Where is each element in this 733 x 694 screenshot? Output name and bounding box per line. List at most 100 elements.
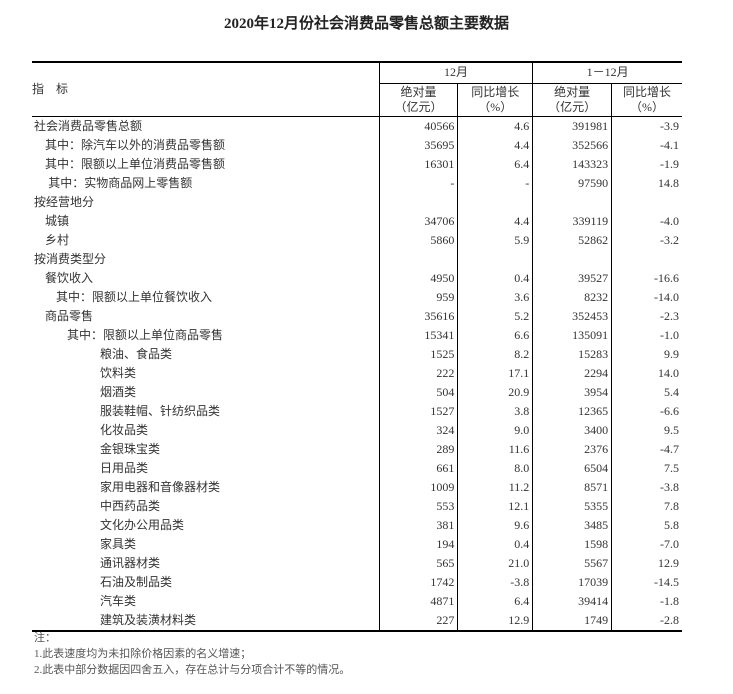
header-abs-unit: （亿元）: [548, 99, 597, 114]
yoy-dec-cell: 3.6: [457, 287, 533, 307]
row-label: 城镇: [45, 213, 70, 228]
abs-dec-cell: 324: [378, 420, 458, 440]
header-abs-unit: （亿元）: [394, 99, 443, 114]
table-row: 服装鞋帽、针纺织品类 1527 3.8 12365 -6.6: [32, 401, 682, 421]
abs-ytd-cell: 97590: [532, 173, 612, 193]
yoy-dec-cell: 12.1: [457, 496, 533, 516]
yoy-ytd-cell: 7.8: [611, 496, 682, 516]
header-abs-label: 绝对量: [554, 84, 591, 99]
header-yoy-label: 同比增长: [471, 84, 520, 99]
table-row: 按经营地分: [32, 192, 682, 212]
abs-dec-cell: 35695: [378, 135, 458, 155]
abs-dec-cell: 959: [378, 287, 458, 307]
abs-ytd-cell: 391981: [532, 116, 612, 136]
yoy-ytd-cell: [611, 192, 682, 212]
yoy-ytd-cell: -1.8: [611, 591, 682, 611]
yoy-dec-cell: 4.4: [457, 211, 533, 231]
table-row: 石油及制品类 1742 -3.8 17039 -14.5: [32, 572, 682, 592]
abs-ytd-cell: 52862: [532, 230, 612, 250]
abs-ytd-cell: 143323: [532, 154, 612, 174]
abs-ytd-cell: 3954: [532, 382, 612, 402]
table-row: 商品零售 35616 5.2 352453 -2.3: [32, 306, 682, 326]
abs-ytd-cell: 39527: [532, 268, 612, 288]
abs-dec-cell: 381: [378, 515, 458, 535]
row-label: 其中：除汽车以外的消费品零售额: [45, 137, 226, 152]
row-label: 粮油、食品类: [100, 346, 173, 361]
abs-dec-cell: 504: [378, 382, 458, 402]
yoy-ytd-cell: -4.1: [611, 135, 682, 155]
row-label: 其中：限额以上单位餐饮收入: [56, 289, 213, 304]
yoy-ytd-cell: 14.0: [611, 363, 682, 383]
table-row: 其中：限额以上单位消费品零售额 16301 6.4 143323 -1.9: [32, 154, 682, 174]
abs-dec-cell: 1009: [378, 477, 458, 497]
table-row: 餐饮收入 4950 0.4 39527 -16.6: [32, 268, 682, 288]
header-yoy-dec: 同比增长 （%）: [457, 83, 533, 117]
abs-dec-cell: 40566: [378, 116, 458, 136]
abs-ytd-cell: 1598: [532, 534, 612, 554]
yoy-ytd-cell: 9.9: [611, 344, 682, 364]
yoy-ytd-cell: -16.6: [611, 268, 682, 288]
table-row: 烟酒类 504 20.9 3954 5.4: [32, 382, 682, 402]
abs-ytd-cell: 5567: [532, 553, 612, 573]
abs-ytd-cell: 17039: [532, 572, 612, 592]
yoy-dec-cell: [457, 192, 533, 212]
yoy-ytd-cell: 14.8: [611, 173, 682, 193]
abs-ytd-cell: 1749: [532, 610, 612, 631]
yoy-dec-cell: 3.8: [457, 401, 533, 421]
row-label: 家用电器和音像器材类: [100, 479, 221, 494]
yoy-ytd-cell: -7.0: [611, 534, 682, 554]
row-label: 金银珠宝类: [100, 441, 161, 456]
row-label: 其中：限额以上单位商品零售: [67, 327, 224, 342]
table-row: 日用品类 661 8.0 6504 7.5: [32, 458, 682, 478]
yoy-ytd-cell: -2.3: [611, 306, 682, 326]
header-abs-ytd: 绝对量 （亿元）: [532, 83, 612, 117]
table-row: 按消费类型分: [32, 249, 682, 269]
note-heading: 注：: [34, 632, 56, 644]
abs-ytd-cell: 339119: [532, 211, 612, 231]
yoy-ytd-cell: 5.8: [611, 515, 682, 535]
table-row: 汽车类 4871 6.4 39414 -1.8: [32, 591, 682, 611]
yoy-dec-cell: 6.4: [457, 591, 533, 611]
abs-ytd-cell: 2376: [532, 439, 612, 459]
yoy-ytd-cell: -14.0: [611, 287, 682, 307]
yoy-ytd-cell: -3.2: [611, 230, 682, 250]
table-row: 其中：除汽车以外的消费品零售额 35695 4.4 352566 -4.1: [32, 135, 682, 155]
abs-dec-cell: 553: [378, 496, 458, 516]
abs-ytd-cell: 8571: [532, 477, 612, 497]
row-label: 烟酒类: [100, 384, 137, 399]
yoy-dec-cell: -3.8: [457, 572, 533, 592]
table-row: 粮油、食品类 1525 8.2 15283 9.9: [32, 344, 682, 364]
yoy-dec-cell: 11.2: [457, 477, 533, 497]
table-row: 通讯器材类 565 21.0 5567 12.9: [32, 553, 682, 573]
row-label: 通讯器材类: [100, 555, 161, 570]
yoy-ytd-cell: 5.4: [611, 382, 682, 402]
yoy-ytd-cell: 7.5: [611, 458, 682, 478]
table-row: 其中：实物商品网上零售额 - -97590 14.8: [32, 173, 682, 193]
yoy-dec-cell: 4.4: [457, 135, 533, 155]
row-label: 化妆品类: [100, 422, 149, 437]
abs-ytd-cell: 15283: [532, 344, 612, 364]
abs-dec-cell: [378, 249, 458, 269]
row-label: 按消费类型分: [34, 251, 107, 266]
yoy-ytd-cell: -4.0: [611, 211, 682, 231]
retail-sales-table: 指 标 12月 1－12月 绝对量 （亿元） 同比增长 （%） 绝对量 （亿元） 同比…: [32, 61, 682, 632]
table-row: 社会消费品零售总额 40566 4.6 391981 -3.9: [32, 116, 682, 136]
row-label: 家具类: [100, 536, 137, 551]
table-row: 金银珠宝类 289 11.6 2376 -4.7: [32, 439, 682, 459]
abs-dec-cell: 16301: [378, 154, 458, 174]
header-yoy-unit: （%）: [630, 99, 665, 114]
abs-ytd-cell: 5355: [532, 496, 612, 516]
yoy-dec-cell: [457, 249, 533, 269]
row-label: 按经营地分: [34, 194, 95, 209]
header-indicator: 指 标: [32, 62, 380, 117]
row-label: 乡村: [45, 232, 70, 247]
abs-dec-cell: 1525: [378, 344, 458, 364]
yoy-ytd-cell: -3.9: [611, 116, 682, 136]
yoy-dec-cell: 0.4: [457, 534, 533, 554]
abs-ytd-cell: 3485: [532, 515, 612, 535]
row-label: 中西药品类: [100, 498, 161, 513]
row-label: 汽车类: [100, 593, 137, 608]
abs-dec-cell: 661: [378, 458, 458, 478]
table-row: 其中：限额以上单位餐饮收入 959 3.6 8232 -14.0: [32, 287, 682, 307]
note-1: 1.此表速度均为未扣除价格因素的名义增速；: [34, 648, 252, 660]
